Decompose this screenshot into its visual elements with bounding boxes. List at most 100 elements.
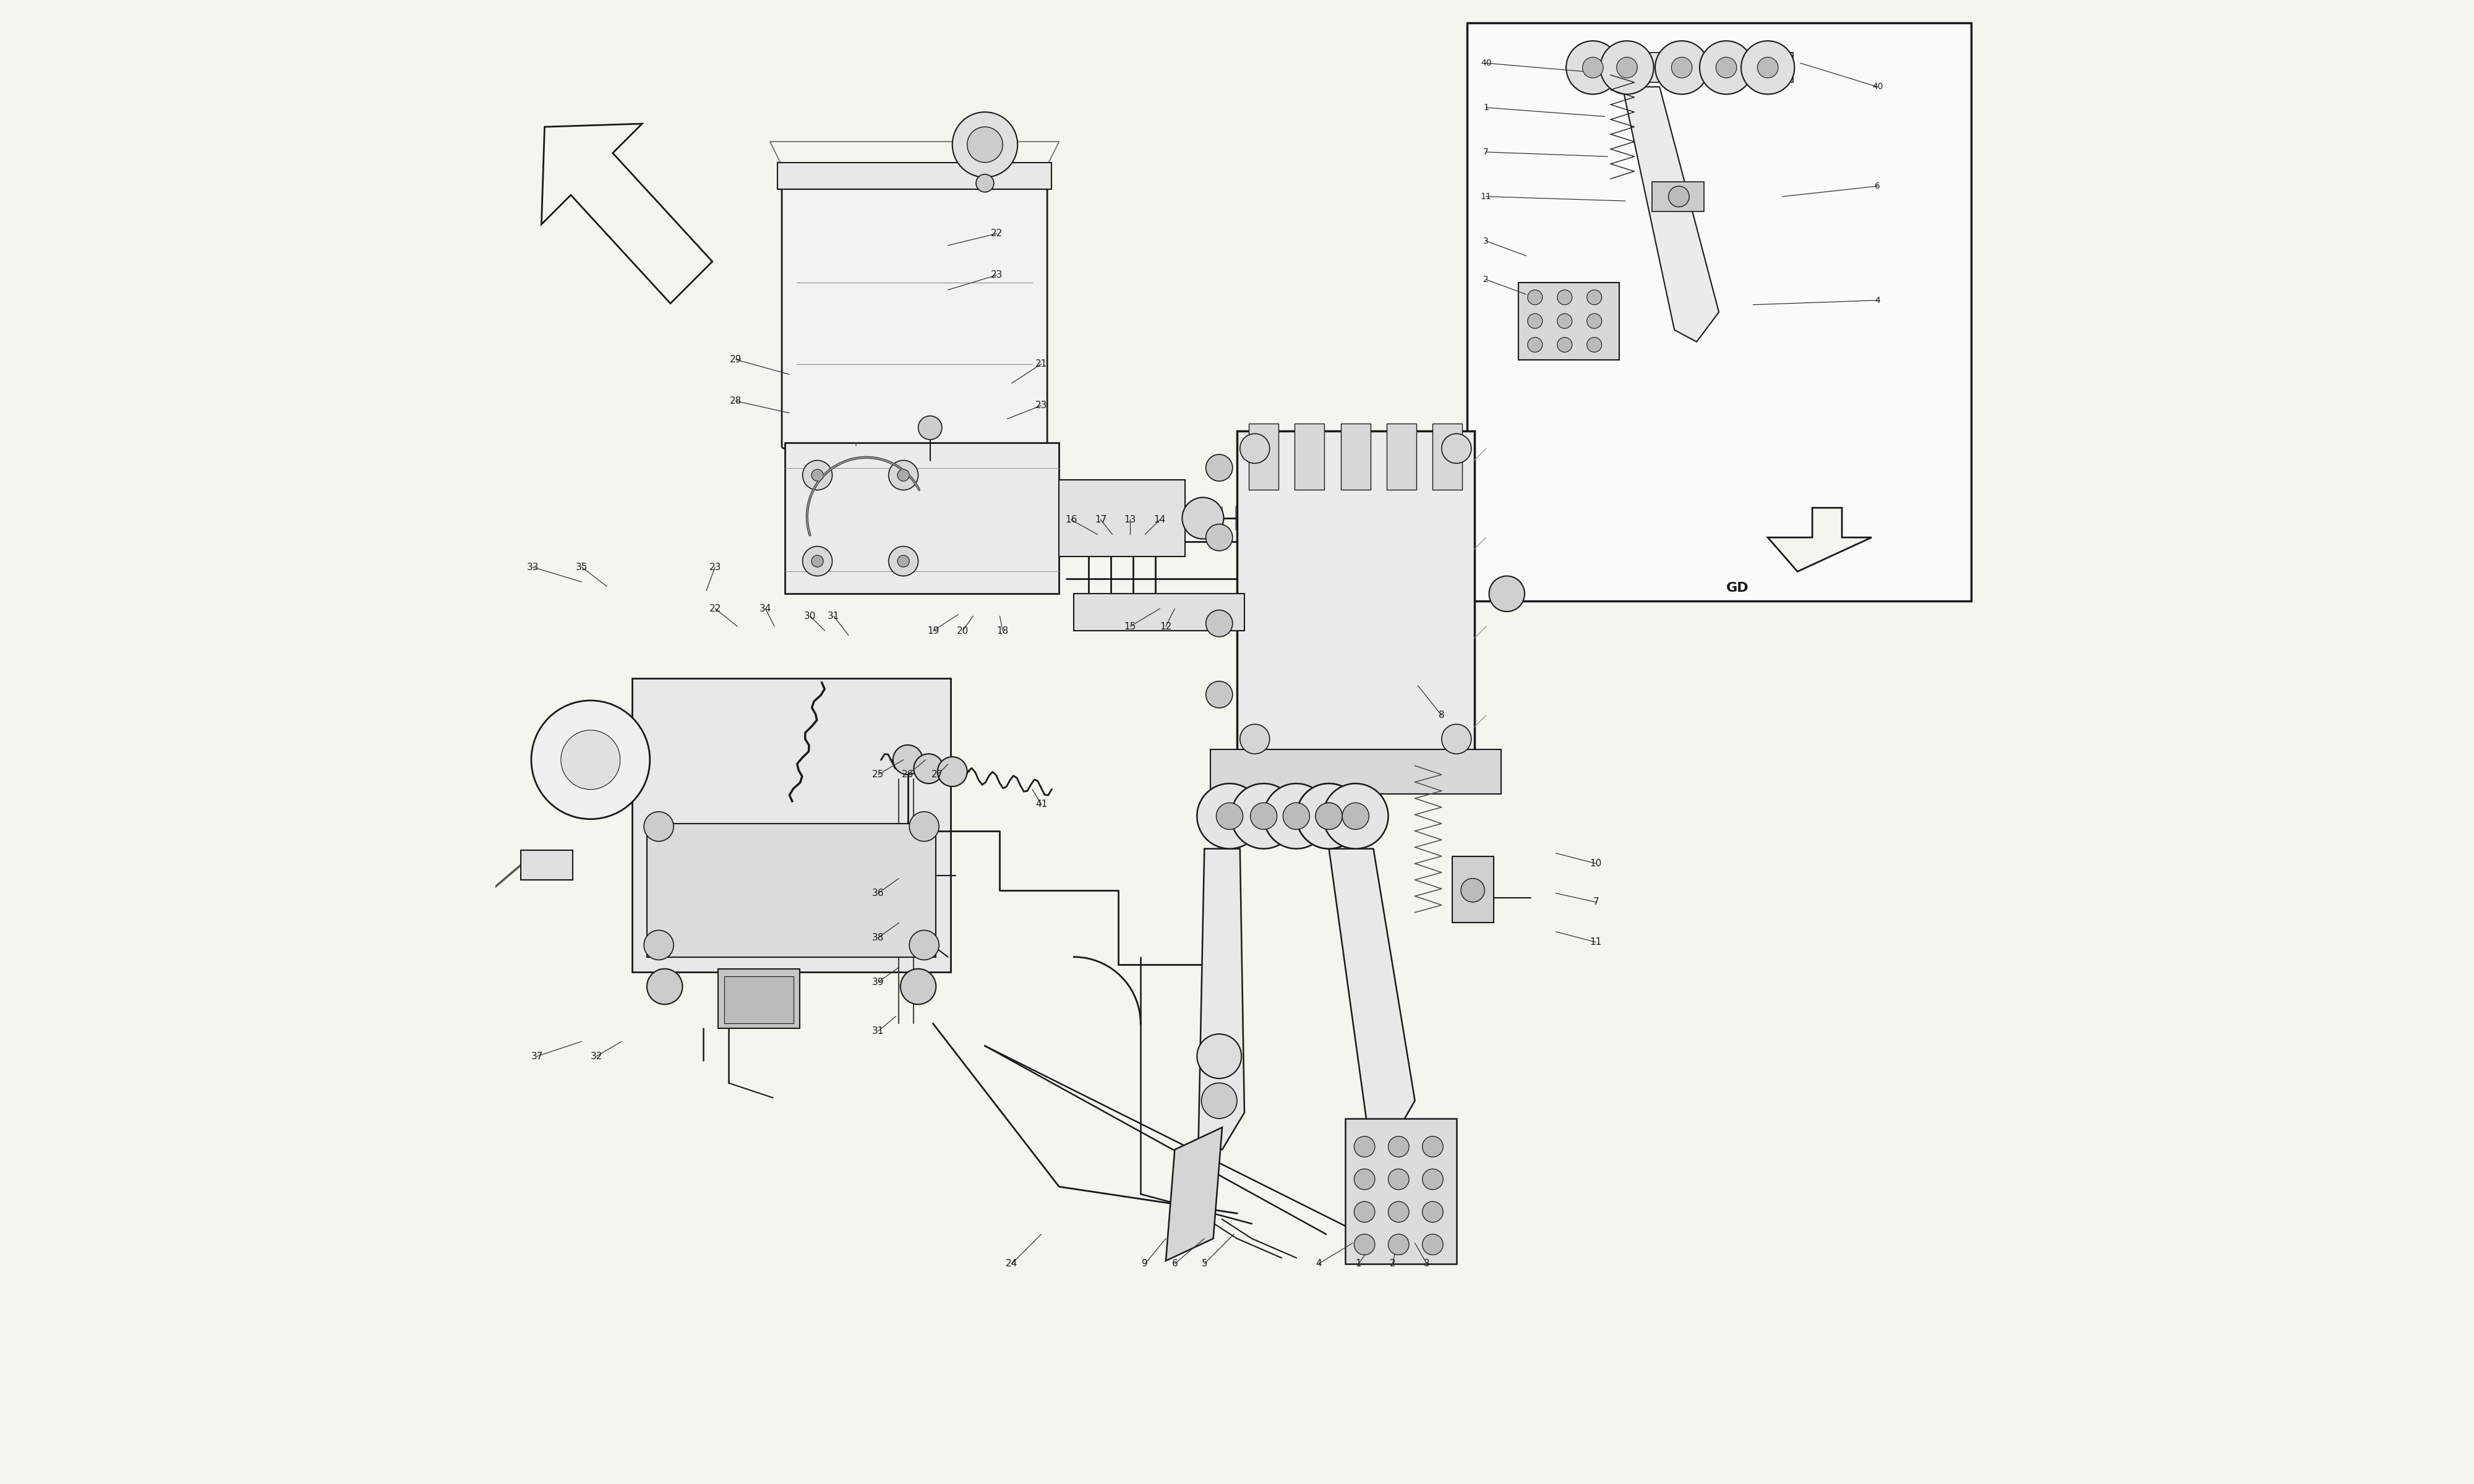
Text: 22: 22 — [710, 604, 720, 613]
Circle shape — [1353, 1235, 1376, 1255]
Circle shape — [1556, 313, 1571, 328]
Circle shape — [918, 416, 943, 439]
Circle shape — [1388, 1235, 1410, 1255]
Circle shape — [1442, 433, 1472, 463]
Text: 24: 24 — [1004, 1258, 1017, 1269]
Text: 7: 7 — [1593, 898, 1598, 907]
Text: 40: 40 — [1873, 83, 1883, 91]
Text: 2: 2 — [1390, 1258, 1395, 1269]
Polygon shape — [1197, 849, 1244, 1150]
Circle shape — [1442, 724, 1472, 754]
Text: 28: 28 — [730, 396, 742, 405]
Text: 21: 21 — [1034, 359, 1047, 368]
Text: 4: 4 — [1316, 1258, 1321, 1269]
Circle shape — [1489, 576, 1524, 611]
Circle shape — [967, 126, 1002, 162]
FancyBboxPatch shape — [717, 969, 799, 1028]
FancyBboxPatch shape — [631, 678, 950, 972]
FancyBboxPatch shape — [1467, 24, 1972, 601]
Text: 40: 40 — [1479, 59, 1492, 67]
Circle shape — [1343, 803, 1368, 830]
FancyBboxPatch shape — [1294, 423, 1324, 490]
Circle shape — [1324, 784, 1388, 849]
Text: 11: 11 — [1591, 938, 1601, 947]
Text: 1: 1 — [1356, 1258, 1361, 1269]
Circle shape — [1526, 289, 1541, 304]
Circle shape — [1249, 803, 1277, 830]
Text: 31: 31 — [829, 611, 839, 620]
Text: 13: 13 — [1123, 515, 1136, 524]
Circle shape — [1296, 784, 1361, 849]
Polygon shape — [1769, 508, 1873, 571]
Text: 27: 27 — [933, 770, 943, 779]
Circle shape — [1757, 58, 1779, 79]
Text: 38: 38 — [873, 933, 883, 942]
FancyBboxPatch shape — [1388, 423, 1418, 490]
Circle shape — [1667, 186, 1690, 206]
FancyBboxPatch shape — [1237, 430, 1475, 757]
Text: 2: 2 — [1484, 275, 1489, 283]
Circle shape — [1388, 1169, 1410, 1190]
Circle shape — [898, 469, 910, 481]
Circle shape — [1202, 1083, 1237, 1119]
Circle shape — [1197, 1034, 1242, 1079]
FancyBboxPatch shape — [1059, 479, 1185, 556]
Circle shape — [1205, 681, 1232, 708]
Circle shape — [1423, 1137, 1442, 1158]
FancyBboxPatch shape — [784, 442, 1059, 594]
Text: 23: 23 — [1034, 401, 1047, 410]
Circle shape — [1556, 337, 1571, 352]
Text: 26: 26 — [903, 770, 913, 779]
Text: 6: 6 — [1173, 1258, 1178, 1269]
Text: 31: 31 — [873, 1027, 883, 1036]
Circle shape — [811, 555, 824, 567]
Circle shape — [1586, 337, 1601, 352]
Text: 32: 32 — [591, 1052, 604, 1061]
Text: 34: 34 — [760, 604, 772, 613]
Circle shape — [1526, 337, 1541, 352]
Text: 12: 12 — [1160, 622, 1173, 631]
Text: 15: 15 — [1123, 622, 1136, 631]
Circle shape — [1742, 42, 1794, 95]
Circle shape — [1197, 784, 1262, 849]
Polygon shape — [522, 850, 574, 880]
Circle shape — [1316, 803, 1343, 830]
Text: 10: 10 — [1591, 859, 1601, 868]
Circle shape — [1586, 289, 1601, 304]
FancyBboxPatch shape — [725, 976, 794, 1024]
FancyBboxPatch shape — [1452, 856, 1494, 923]
Text: 7: 7 — [1484, 148, 1489, 156]
Circle shape — [888, 546, 918, 576]
Circle shape — [910, 930, 940, 960]
Circle shape — [1566, 42, 1620, 95]
Circle shape — [1423, 1169, 1442, 1190]
Circle shape — [910, 812, 940, 841]
FancyBboxPatch shape — [1210, 749, 1502, 794]
Circle shape — [1717, 58, 1737, 79]
Circle shape — [1672, 58, 1692, 79]
Circle shape — [1217, 803, 1242, 830]
Text: 4: 4 — [1875, 295, 1880, 304]
Circle shape — [643, 930, 673, 960]
Circle shape — [1264, 784, 1329, 849]
FancyBboxPatch shape — [777, 162, 1051, 188]
Text: 25: 25 — [873, 770, 883, 779]
Circle shape — [1239, 433, 1269, 463]
Text: 37: 37 — [532, 1052, 544, 1061]
FancyBboxPatch shape — [1346, 1119, 1457, 1264]
Circle shape — [1205, 454, 1232, 481]
Text: 23: 23 — [990, 270, 1002, 279]
Circle shape — [1353, 1169, 1376, 1190]
FancyBboxPatch shape — [1341, 423, 1371, 490]
Text: 8: 8 — [1440, 711, 1445, 720]
Circle shape — [1353, 1202, 1376, 1223]
Circle shape — [1205, 524, 1232, 551]
Circle shape — [898, 555, 910, 567]
FancyBboxPatch shape — [1653, 181, 1705, 211]
Text: 29: 29 — [730, 355, 742, 364]
Text: 5: 5 — [1202, 1258, 1207, 1269]
Text: 22: 22 — [992, 229, 1002, 239]
Circle shape — [1316, 803, 1343, 830]
FancyBboxPatch shape — [1249, 423, 1279, 490]
Text: 30: 30 — [804, 611, 816, 620]
